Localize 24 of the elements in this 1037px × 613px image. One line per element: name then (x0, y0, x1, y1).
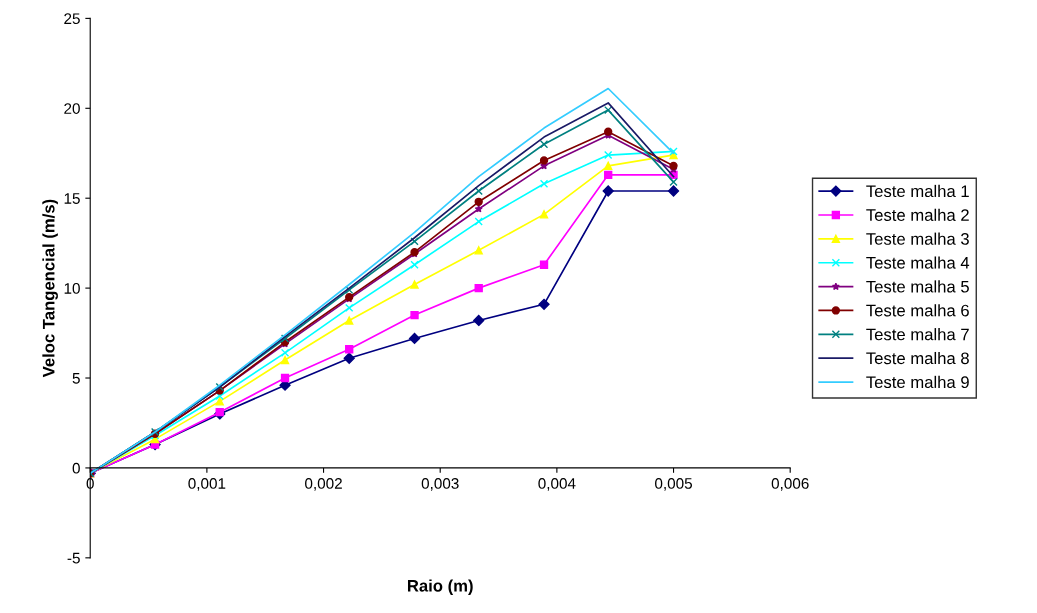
x-tick-label: 0,006 (771, 478, 809, 491)
x-tick-label: 0,004 (538, 478, 576, 491)
legend-label: Teste malha 8 (866, 351, 969, 365)
y-tick-label: 25 (64, 13, 80, 25)
legend-label: Teste malha 7 (866, 328, 969, 341)
y-tick-label: -5 (67, 552, 80, 564)
legend-label: Teste malha 4 (866, 256, 970, 269)
x-tick-label: 0,005 (655, 478, 693, 491)
y-tick-label: 10 (64, 282, 80, 294)
y-axis-title: Veloc Tangencial (m/s) (42, 199, 58, 378)
y-tick-label: 0 (72, 462, 80, 474)
legend-label: Teste malha 2 (866, 208, 969, 221)
x-axis-title: Raio (m) (407, 579, 473, 595)
x-tick-label: 0,002 (305, 478, 342, 491)
legend-label: Teste malha 3 (866, 232, 969, 245)
legend-label: Teste malha 6 (866, 304, 969, 317)
y-tick-label: 15 (64, 193, 80, 204)
y-tick-label: 5 (72, 373, 80, 384)
legend-label: Teste malha 1 (866, 184, 969, 198)
legend-label: Teste malha 5 (866, 280, 969, 293)
y-tick-label: 20 (64, 103, 80, 114)
x-tick-label: 0,003 (421, 478, 459, 491)
legend-label: Teste malha 9 (866, 375, 969, 389)
x-tick-label: 0,001 (188, 478, 226, 491)
